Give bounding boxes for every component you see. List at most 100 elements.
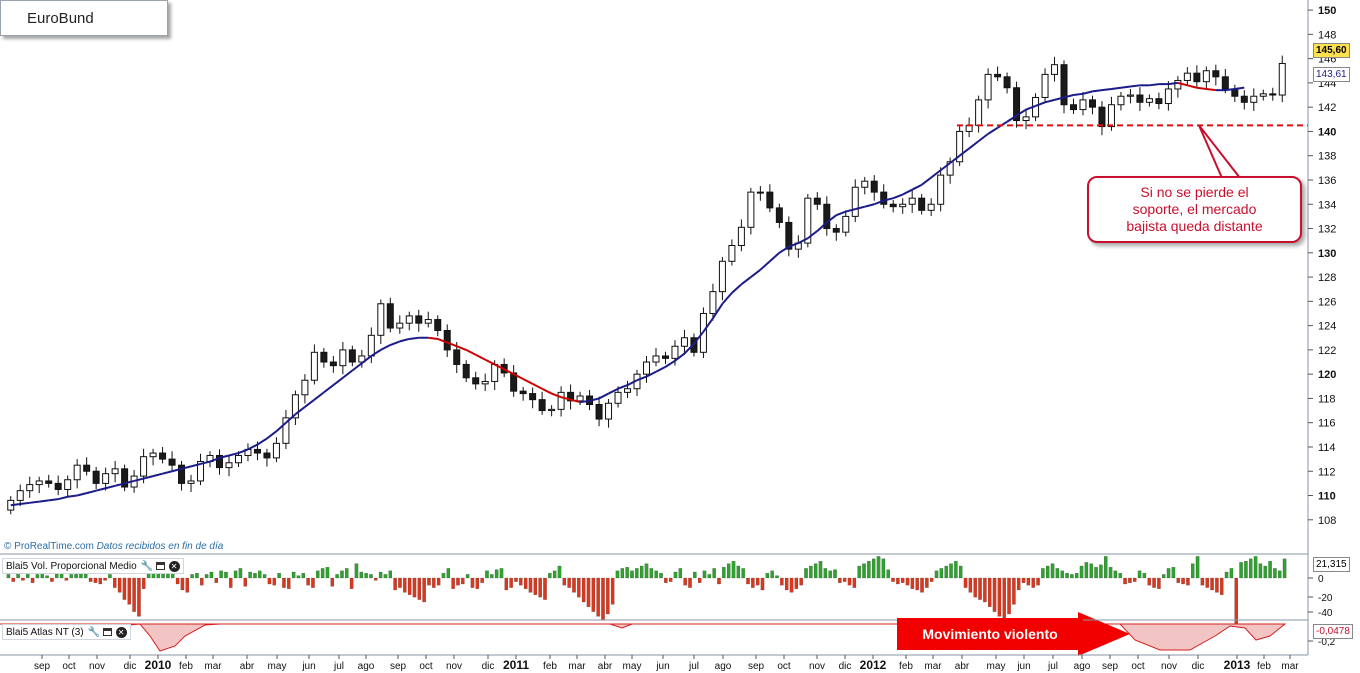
y-tick-label: 148 [1318, 29, 1336, 41]
volume-bar [963, 577, 968, 588]
volume-bar [301, 573, 306, 579]
moving-average-segment [702, 317, 714, 333]
window-icon[interactable] [102, 628, 112, 636]
x-month-label: nov [1161, 661, 1177, 672]
moving-average-segment [740, 276, 752, 286]
moving-average-segment [285, 413, 297, 424]
moving-average-segment [778, 245, 790, 254]
volume-bar [1147, 577, 1151, 586]
volume-bar [258, 570, 262, 579]
volume-bar [1220, 577, 1224, 595]
volume-bar [804, 568, 808, 579]
moving-average-segment [10, 503, 21, 507]
moving-average-segment [816, 221, 828, 232]
candle-body [16, 490, 24, 501]
volume-bar [253, 573, 257, 579]
volume-bar [122, 577, 127, 600]
x-year-label: 2012 [860, 658, 887, 672]
moving-average-segment [721, 292, 733, 305]
y-tick-label: 120 [1318, 369, 1336, 381]
volume-bar [21, 577, 25, 581]
volume-bar [1239, 562, 1243, 579]
moving-average-segment [617, 384, 628, 390]
candle-body [1117, 95, 1125, 106]
candle-body [605, 402, 613, 420]
volume-bar [378, 571, 383, 579]
volume-bar [1036, 577, 1040, 586]
volume-bar [726, 563, 731, 579]
candle-body [282, 417, 290, 444]
x-month-label: feb [543, 661, 557, 672]
volume-bar [475, 577, 480, 589]
candle-body [889, 203, 897, 208]
x-month-label: may [623, 661, 642, 672]
volume-bar [905, 577, 910, 586]
candle-body [291, 394, 299, 419]
candle-body [680, 337, 688, 347]
x-month-label: mar [924, 661, 942, 672]
x-month-label: nov [89, 661, 105, 672]
volume-bar [958, 565, 963, 579]
volume-bar [243, 577, 247, 587]
volume-bar [393, 577, 397, 591]
y-tick-label: 134 [1318, 199, 1336, 211]
volume-bar [760, 577, 765, 591]
volume-bar [886, 569, 890, 579]
x-month-label: dic [482, 661, 495, 672]
wrench-icon[interactable]: 🔧 [140, 560, 154, 572]
moving-average-segment [294, 406, 306, 416]
x-month-label: ago [358, 661, 375, 672]
moving-average-segment [1234, 86, 1245, 90]
moving-average-segment [484, 358, 496, 366]
y-tick-label: 112 [1318, 466, 1336, 478]
volume-bar [649, 568, 654, 579]
volume-bar [1142, 573, 1147, 579]
close-icon[interactable]: ✕ [168, 560, 180, 572]
x-month-label: oct [1131, 661, 1145, 672]
volume-bar [543, 577, 547, 600]
volume-bar [828, 570, 832, 579]
moving-average-segment [465, 348, 477, 356]
candle-body [842, 215, 850, 233]
volume-bar [1075, 573, 1079, 579]
x-month-label: may [987, 661, 1006, 672]
wrench-icon[interactable]: 🔧 [87, 626, 101, 638]
candle-body [1079, 99, 1087, 111]
moving-average-segment [1206, 87, 1216, 92]
volume-bar [731, 561, 736, 579]
volume-bar [190, 574, 194, 579]
volume-bar [639, 565, 644, 579]
volume-bar [1181, 577, 1185, 585]
window-icon[interactable] [155, 562, 165, 570]
candle-body [728, 245, 736, 262]
close-icon[interactable]: ✕ [115, 626, 127, 638]
candle-body [83, 464, 91, 472]
candle-body [396, 322, 404, 329]
moving-average-segment [67, 494, 78, 498]
moving-average-segment [313, 391, 325, 401]
candle-body [614, 391, 622, 404]
moving-average-segment [219, 454, 230, 459]
volume-bar [1050, 563, 1055, 579]
moving-average-segment [494, 363, 505, 371]
volume-bar [968, 577, 973, 593]
candle-body [529, 393, 537, 401]
moving-average-segment [959, 147, 970, 157]
volume-bar [833, 569, 837, 579]
y-tick-label: 150 [1318, 5, 1336, 17]
volume-bar [6, 574, 11, 579]
volume-bar [354, 563, 359, 579]
candle-body [1107, 104, 1115, 128]
volume-bar [1113, 570, 1118, 579]
volume-y-tick-label: -20 [1318, 593, 1333, 604]
x-year-label: 2013 [1224, 658, 1251, 672]
volume-bar [548, 573, 552, 579]
volume-bar [456, 577, 460, 586]
moving-average-segment [598, 392, 609, 400]
candle-body [1145, 98, 1153, 103]
x-month-label: jun [655, 661, 669, 672]
support-callout: Si no se pierde el soporte, el mercado b… [1087, 176, 1302, 243]
candle-body [624, 388, 632, 393]
moving-average-segment [304, 398, 315, 408]
y-tick-label: 128 [1318, 272, 1336, 284]
